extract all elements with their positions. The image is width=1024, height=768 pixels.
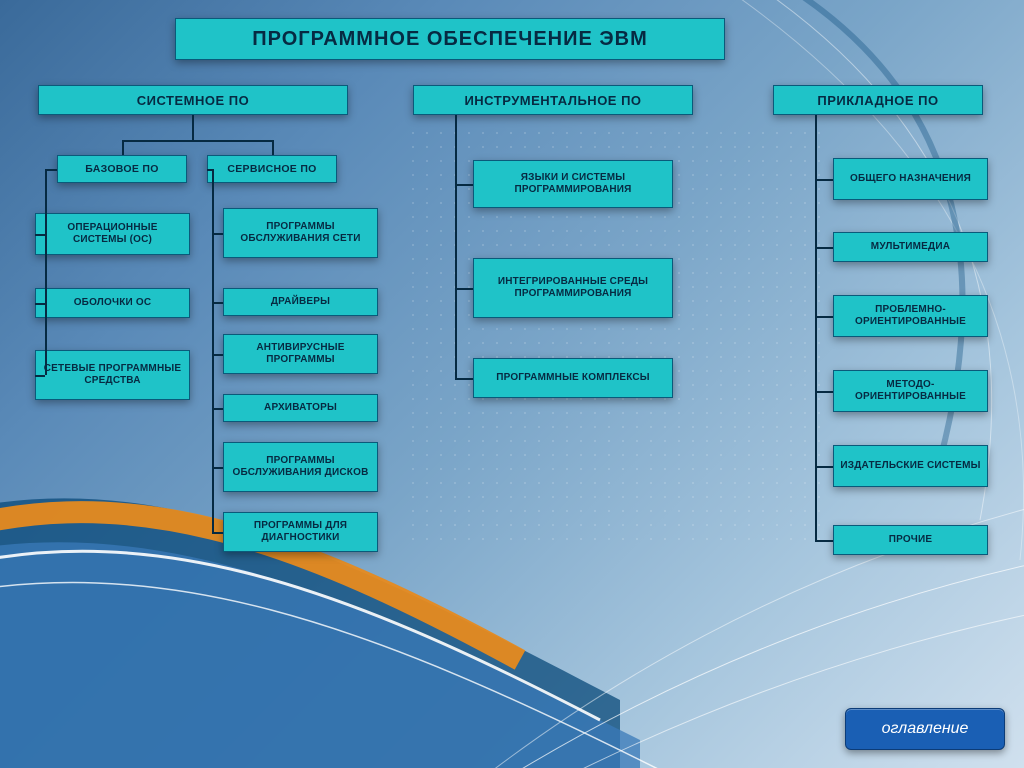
leaf-node: ПРОЧИЕ <box>833 525 988 555</box>
leaf-node: ИНТЕГРИРОВАННЫЕ СРЕДЫ ПРОГРАММИРОВАНИЯ <box>473 258 673 318</box>
connector <box>212 302 223 304</box>
connector <box>212 233 223 235</box>
subcategory-serv: СЕРВИСНОЕ ПО <box>207 155 337 183</box>
connector <box>35 303 45 305</box>
connector <box>815 540 833 542</box>
leaf-node: АРХИВАТОРЫ <box>223 394 378 422</box>
connector <box>35 234 45 236</box>
connector <box>207 169 214 171</box>
connector <box>212 467 223 469</box>
connector <box>815 247 833 249</box>
connector <box>212 408 223 410</box>
leaf-node: ОБОЛОЧКИ ОС <box>35 288 190 318</box>
connector <box>212 169 214 532</box>
leaf-node: ИЗДАТЕЛЬСКИЕ СИСТЕМЫ <box>833 445 988 487</box>
leaf-node: ПРОГРАММНЫЕ КОМПЛЕКСЫ <box>473 358 673 398</box>
leaf-node: ПРОБЛЕМНО-ОРИЕНТИРОВАННЫЕ <box>833 295 988 337</box>
connector <box>455 378 473 380</box>
subcategory-base: БАЗОВОЕ ПО <box>57 155 187 183</box>
connector <box>45 169 57 171</box>
leaf-node: ПРОГРАММЫ ДЛЯ ДИАГНОСТИКИ <box>223 512 378 552</box>
leaf-node: ПРОГРАММЫ ОБСЛУЖИВАНИЯ СЕТИ <box>223 208 378 258</box>
connector <box>122 140 124 155</box>
connector <box>815 391 833 393</box>
leaf-node: ЯЗЫКИ И СИСТЕМЫ ПРОГРАММИРОВАНИЯ <box>473 160 673 208</box>
connector <box>815 466 833 468</box>
connector <box>815 316 833 318</box>
connector <box>122 140 272 142</box>
leaf-node: АНТИВИРУСНЫЕ ПРОГРАММЫ <box>223 334 378 374</box>
toc-button[interactable]: оглавление <box>845 708 1005 750</box>
leaf-node: МЕТОДО-ОРИЕНТИРОВАННЫЕ <box>833 370 988 412</box>
leaf-node: ОПЕРАЦИОННЫЕ СИСТЕМЫ (ОС) <box>35 213 190 255</box>
leaf-node: ОБЩЕГО НАЗНАЧЕНИЯ <box>833 158 988 200</box>
connector <box>212 532 223 534</box>
category-instrum: ИНСТРУМЕНТАЛЬНОЕ ПО <box>413 85 693 115</box>
connector <box>272 140 274 155</box>
category-system: СИСТЕМНОЕ ПО <box>38 85 348 115</box>
leaf-node: СЕТЕВЫЕ ПРОГРАММНЫЕ СРЕДСТВА <box>35 350 190 400</box>
connector <box>815 179 833 181</box>
connector <box>455 288 473 290</box>
connector <box>192 115 194 140</box>
connector <box>212 354 223 356</box>
category-applied: ПРИКЛАДНОЕ ПО <box>773 85 983 115</box>
connector <box>35 375 45 377</box>
connector <box>455 184 473 186</box>
leaf-node: ДРАЙВЕРЫ <box>223 288 378 316</box>
connector <box>45 169 47 375</box>
leaf-node: МУЛЬТИМЕДИА <box>833 232 988 262</box>
diagram-title: ПРОГРАММНОЕ ОБЕСПЕЧЕНИЕ ЭВМ <box>175 18 725 60</box>
leaf-node: ПРОГРАММЫ ОБСЛУЖИВАНИЯ ДИСКОВ <box>223 442 378 492</box>
connector <box>455 115 457 378</box>
